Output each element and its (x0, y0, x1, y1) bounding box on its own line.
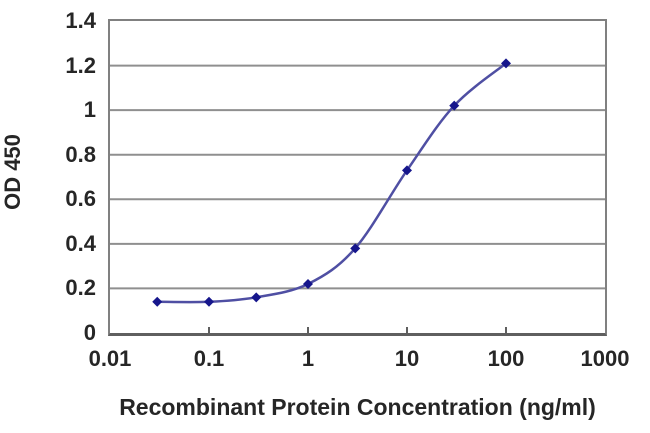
x-tick-label: 0.1 (193, 346, 225, 371)
y-tick-label: 0.6 (65, 186, 96, 212)
y-tick-label: 1.2 (65, 52, 96, 78)
y-tick-label: 0.8 (65, 141, 96, 167)
data-point-marker (251, 292, 262, 303)
data-point-marker (402, 165, 412, 176)
y-axis-title: OD 450 (0, 134, 25, 210)
plot-area (108, 19, 607, 336)
data-point-marker (449, 100, 460, 111)
x-tick-label: 100 (487, 346, 525, 371)
x-tick-label: 10 (394, 346, 420, 371)
data-point-marker (350, 243, 361, 254)
y-tick-label: 1 (83, 97, 96, 123)
x-tick-label: 1 (301, 346, 315, 371)
y-tick-label: 1.4 (65, 8, 96, 33)
x-tick-label: 0.01 (88, 346, 132, 371)
y-tick-label: 0.4 (65, 230, 96, 256)
y-tick-label: 0 (83, 320, 96, 345)
y-tick-label: 0.2 (65, 275, 96, 301)
x-axis-title: Recombinant Protein Concentration (ng/ml… (119, 394, 596, 420)
data-point-marker (204, 296, 214, 307)
data-point-marker (501, 58, 511, 69)
x-tick-label: 1000 (580, 346, 630, 371)
data-point-marker (303, 278, 313, 289)
data-point-marker (152, 296, 163, 307)
curve-line (157, 62, 507, 304)
curve-svg (110, 58, 605, 333)
